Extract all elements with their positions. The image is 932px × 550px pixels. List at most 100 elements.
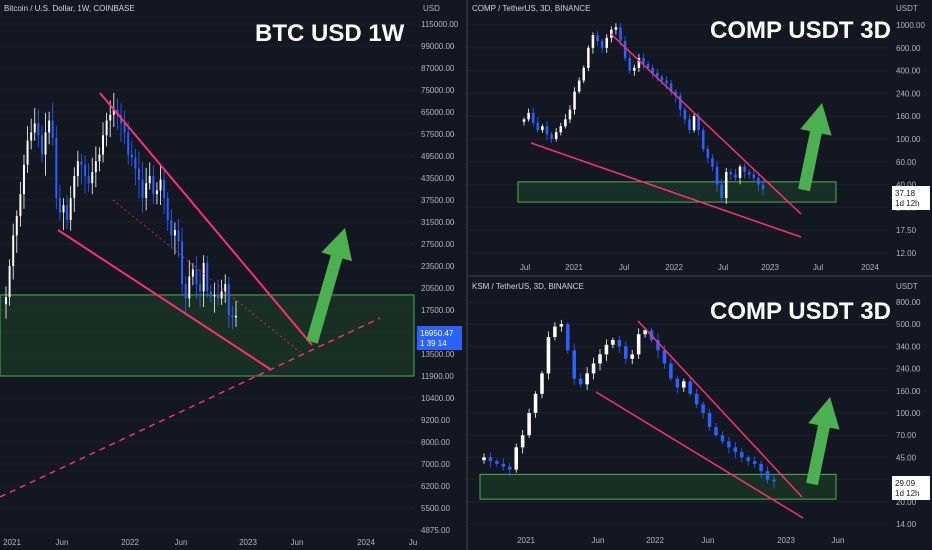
support-zone (517, 181, 837, 203)
candle-body (761, 184, 765, 190)
y-tick-label: 100.00 (896, 135, 921, 144)
lower-trendline (530, 142, 802, 238)
candle-body (675, 378, 680, 388)
candle-body (772, 479, 776, 482)
candle-body (743, 166, 746, 173)
candle-body (688, 119, 691, 131)
candle-body (600, 40, 604, 48)
btc-chart-svg: 115000.00 99000.00 87000.00 75000.00 65000.0… (0, 4, 462, 547)
candle-body (711, 158, 714, 167)
candle-body (5, 297, 7, 305)
ksm-title: COMP USDT 3D (710, 298, 891, 325)
y-tick-label: 160.00 (896, 112, 921, 121)
y-tick-label: 240.00 (896, 89, 921, 98)
candle-body (220, 291, 223, 299)
candle-body (148, 176, 151, 184)
candle-body (44, 132, 47, 155)
candle-body (520, 435, 525, 448)
candle-body (738, 166, 742, 178)
candle-body (123, 123, 126, 133)
candle-body (202, 263, 205, 292)
x-tick-label: Jun (175, 538, 188, 547)
y-tick-label: 75000.00 (421, 86, 455, 95)
y-tick-label: 1000.00 (896, 21, 925, 30)
comp-chart-panel[interactable]: 1000.00 600.00 400.00 240.00 160.00 100.00 60.… (468, 0, 932, 275)
y-tick-label: 65000.00 (421, 108, 455, 117)
candle-body (541, 126, 544, 131)
candle-body (604, 344, 609, 355)
candle-body (546, 337, 551, 374)
comp-unit-label: USDT (896, 4, 918, 13)
candle-body (564, 119, 567, 127)
x-tick-label: Jul (520, 263, 530, 272)
candle-body (559, 126, 563, 133)
candle-body (91, 172, 94, 184)
y-tick-label: 99000.00 (421, 42, 455, 51)
y-tick-label: 20.00 (896, 498, 917, 507)
y-tick-label: 7000.00 (421, 460, 450, 469)
candle-body (522, 119, 526, 122)
candle-body (757, 177, 760, 185)
candle-body (127, 132, 130, 155)
candle-body (759, 463, 763, 472)
candle-body (188, 276, 191, 299)
candle-body (15, 216, 18, 236)
up-arrow-icon (806, 397, 840, 486)
candle-body (628, 58, 631, 71)
x-tick-label: 2021 (565, 263, 583, 272)
vertical-divider (466, 0, 468, 550)
candle-body (540, 373, 544, 394)
candle-body (19, 194, 22, 217)
candle-body (669, 363, 673, 379)
candle-body (152, 176, 155, 195)
y-tick-label: 8000.00 (421, 438, 450, 447)
candle-body (662, 350, 667, 364)
candle-body (765, 471, 770, 480)
candle-body (33, 123, 36, 133)
candle-body (720, 184, 723, 199)
candle-body (683, 109, 687, 120)
up-arrow-icon (306, 228, 353, 344)
midline (112, 199, 301, 353)
btc-chart-panel[interactable]: 115000.00 99000.00 87000.00 75000.00 65000.0… (0, 0, 466, 550)
comp-title: COMP USDT 3D (710, 17, 891, 44)
y-tick-label: 37500.00 (421, 196, 455, 205)
candle-body (605, 37, 608, 48)
candle-body (656, 339, 660, 351)
candle-body (665, 80, 668, 84)
candle-body (94, 161, 97, 173)
candle-body (170, 220, 173, 236)
candle-body (642, 58, 645, 64)
y-tick-label: 70.00 (896, 431, 917, 440)
candle-body (596, 34, 599, 41)
candle-body (611, 339, 615, 345)
y-tick-label: 13500.00 (421, 350, 455, 359)
candle-body (109, 114, 112, 121)
lower-trendline (57, 229, 271, 370)
candle-body (572, 350, 576, 379)
candle-body (130, 154, 133, 158)
horizontal-divider (468, 275, 932, 277)
y-tick-label: 340.00 (896, 342, 921, 351)
candle-body (66, 205, 69, 221)
y-tick-label: 600.00 (896, 44, 921, 53)
y-tick-label: 23500.00 (421, 262, 455, 271)
x-tick-label: 2023 (239, 538, 257, 547)
candle-body (707, 413, 712, 427)
y-tick-label: 12.00 (896, 249, 917, 258)
candle-body (48, 120, 51, 133)
candle-body (8, 266, 11, 298)
candle-body (559, 324, 564, 327)
candle-body (614, 27, 618, 30)
x-tick-label: Jun (291, 538, 304, 547)
btc-title: BTC USD 1W (255, 20, 405, 47)
candle-body (591, 34, 595, 48)
candle-body (651, 67, 654, 73)
ksm-chart-panel[interactable]: 800.00 500.00 340.00 240.00 160.00 100.00 70.0… (468, 277, 932, 550)
candle-body (181, 241, 184, 285)
candle-body (630, 354, 634, 359)
y-tick-label: 43500.00 (421, 174, 455, 183)
candle-body (674, 91, 677, 96)
x-tick-label: 2022 (121, 538, 139, 547)
